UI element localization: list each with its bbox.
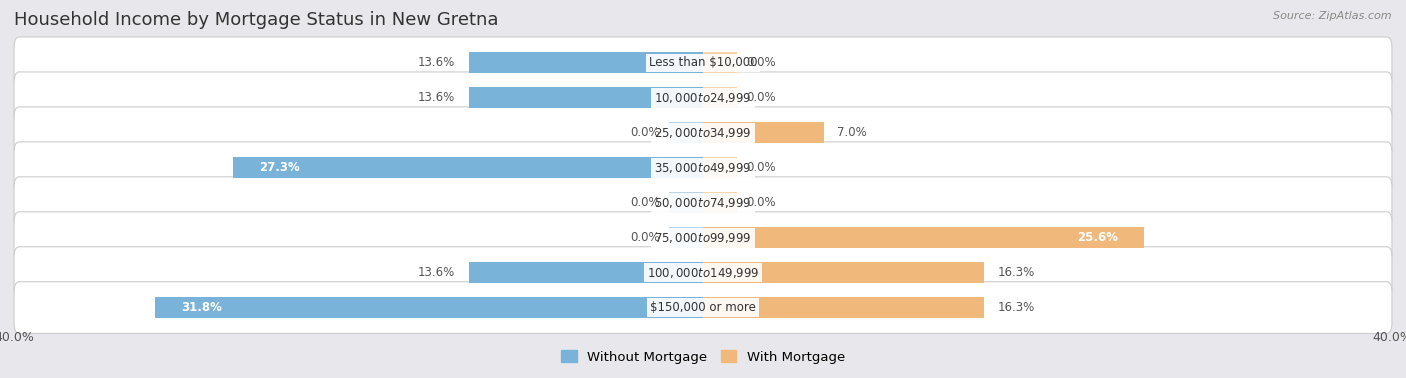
Text: 13.6%: 13.6% bbox=[418, 266, 456, 279]
Text: 0.0%: 0.0% bbox=[747, 56, 776, 69]
Text: 0.0%: 0.0% bbox=[747, 161, 776, 174]
Bar bbox=[703, 53, 738, 73]
Bar bbox=[468, 262, 703, 283]
Text: 0.0%: 0.0% bbox=[630, 126, 659, 139]
Bar bbox=[703, 157, 738, 178]
Text: 31.8%: 31.8% bbox=[181, 301, 222, 314]
Text: 13.6%: 13.6% bbox=[418, 91, 456, 104]
FancyBboxPatch shape bbox=[14, 212, 1392, 263]
Bar bbox=[703, 87, 738, 108]
Text: 25.6%: 25.6% bbox=[1077, 231, 1118, 244]
Text: $10,000 to $24,999: $10,000 to $24,999 bbox=[654, 91, 752, 105]
FancyBboxPatch shape bbox=[14, 282, 1392, 333]
Text: $100,000 to $149,999: $100,000 to $149,999 bbox=[647, 266, 759, 280]
Text: Less than $10,000: Less than $10,000 bbox=[648, 56, 758, 69]
Bar bbox=[155, 297, 703, 318]
FancyBboxPatch shape bbox=[14, 107, 1392, 159]
Bar bbox=[233, 157, 703, 178]
Text: 7.0%: 7.0% bbox=[838, 126, 868, 139]
Text: 27.3%: 27.3% bbox=[259, 161, 299, 174]
FancyBboxPatch shape bbox=[14, 142, 1392, 194]
FancyBboxPatch shape bbox=[14, 37, 1392, 89]
Text: 0.0%: 0.0% bbox=[747, 196, 776, 209]
Bar bbox=[703, 192, 738, 213]
Text: $50,000 to $74,999: $50,000 to $74,999 bbox=[654, 196, 752, 210]
Bar bbox=[468, 53, 703, 73]
Bar bbox=[703, 297, 984, 318]
Text: 0.0%: 0.0% bbox=[630, 196, 659, 209]
Bar bbox=[669, 227, 703, 248]
Text: 16.3%: 16.3% bbox=[997, 266, 1035, 279]
Text: Source: ZipAtlas.com: Source: ZipAtlas.com bbox=[1274, 11, 1392, 21]
Text: 16.3%: 16.3% bbox=[997, 301, 1035, 314]
Text: 0.0%: 0.0% bbox=[630, 231, 659, 244]
Text: $150,000 or more: $150,000 or more bbox=[650, 301, 756, 314]
Text: $75,000 to $99,999: $75,000 to $99,999 bbox=[654, 231, 752, 245]
Text: Household Income by Mortgage Status in New Gretna: Household Income by Mortgage Status in N… bbox=[14, 11, 499, 29]
Text: $25,000 to $34,999: $25,000 to $34,999 bbox=[654, 126, 752, 140]
FancyBboxPatch shape bbox=[14, 177, 1392, 229]
Text: $35,000 to $49,999: $35,000 to $49,999 bbox=[654, 161, 752, 175]
Bar bbox=[703, 262, 984, 283]
Bar bbox=[703, 227, 1144, 248]
Text: 13.6%: 13.6% bbox=[418, 56, 456, 69]
Bar bbox=[703, 122, 824, 143]
FancyBboxPatch shape bbox=[14, 72, 1392, 124]
FancyBboxPatch shape bbox=[14, 247, 1392, 299]
Bar bbox=[468, 87, 703, 108]
Bar bbox=[669, 192, 703, 213]
Text: 0.0%: 0.0% bbox=[747, 91, 776, 104]
Bar bbox=[669, 122, 703, 143]
Legend: Without Mortgage, With Mortgage: Without Mortgage, With Mortgage bbox=[555, 345, 851, 369]
